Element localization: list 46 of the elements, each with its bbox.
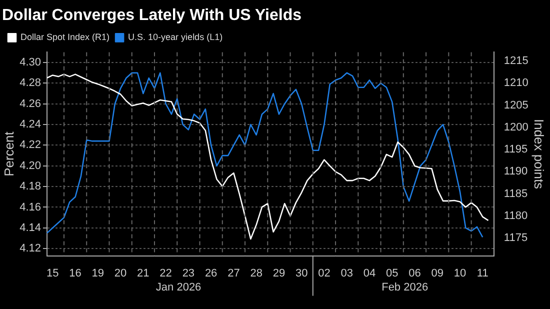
x-tick-label: 11 [476, 267, 488, 280]
x-tick-label: 03 [340, 267, 353, 280]
y2-tick-label: 1210 [504, 77, 528, 90]
x-tick-label: 06 [408, 267, 421, 280]
x-tick-label: 21 [137, 267, 150, 280]
x-tick-label: 15 [46, 267, 59, 280]
y-tick-label: 4.14 [20, 222, 42, 234]
x-tick-label: 22 [160, 267, 172, 280]
y2-tick-label: 1205 [504, 99, 528, 112]
x-tick-label: 02 [318, 267, 330, 280]
y2-tick-label: 1200 [504, 121, 528, 134]
x-tick-label: 27 [228, 267, 240, 280]
y-tick-label: 4.24 [20, 118, 42, 131]
y2-axis-title: Index points [532, 118, 547, 190]
x-tick-label: 20 [114, 267, 127, 280]
text: Feb 2026 [382, 281, 428, 294]
y2-tick-label: 1190 [504, 166, 528, 178]
x-tick-label: 19 [92, 267, 104, 280]
y-tick-label: 4.16 [20, 201, 42, 214]
x-tick-label: 30 [295, 267, 308, 280]
legend-label: U.S. 10-year yields (L1) [128, 32, 223, 42]
y2-tick-label: 1175 [504, 232, 528, 244]
text: Jan 2026 [156, 281, 202, 294]
x-tick-label: 28 [250, 267, 262, 280]
x-tick-label: 04 [363, 267, 376, 280]
y-tick-label: 4.30 [20, 56, 42, 69]
x-tick-label: 23 [182, 267, 195, 280]
legend-label: Dollar Spot Index (R1) [20, 32, 110, 42]
x-tick-label: 16 [69, 267, 82, 280]
y-axis-title: Percent [1, 131, 16, 176]
x-tick-label: 29 [272, 267, 286, 280]
x-tick-label: 10 [454, 267, 466, 280]
x-tick-label: 05 [386, 267, 398, 280]
y2-tick-label: 1185 [504, 188, 528, 200]
y-tick-label: 4.22 [20, 139, 42, 152]
chart-title: Dollar Converges Lately With US Yields [2, 7, 302, 24]
y-tick-label: 4.20 [20, 160, 42, 172]
y-tick-label: 4.28 [20, 77, 42, 90]
y-tick-label: 4.18 [20, 180, 42, 193]
x-tick-label: 09 [431, 267, 444, 280]
x-tick-label: 26 [204, 267, 218, 280]
y2-tick-label: 1180 [504, 210, 528, 222]
y2-tick-label: 1215 [504, 55, 528, 68]
y-tick-label: 4.26 [20, 98, 42, 110]
y2-tick-label: 1195 [504, 144, 528, 156]
y-tick-label: 4.12 [20, 242, 42, 255]
